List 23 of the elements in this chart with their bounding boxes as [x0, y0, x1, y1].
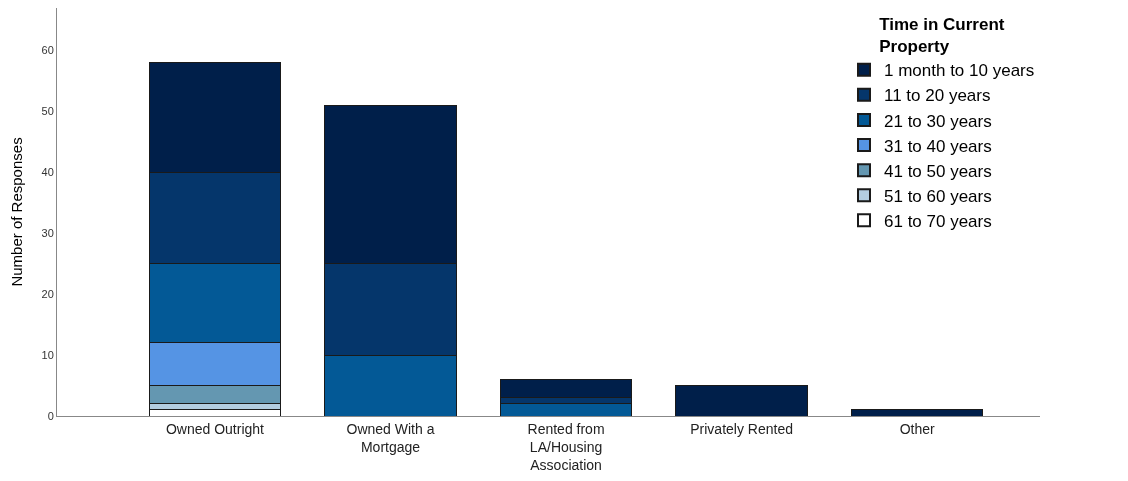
legend-title: Time in Current Property — [879, 15, 1005, 57]
y-tick-label: 40 — [41, 166, 54, 179]
y-tick-label: 20 — [41, 288, 54, 301]
legend-label: 61 to 70 years — [884, 211, 992, 231]
y-tick-label: 50 — [41, 105, 54, 118]
legend-label: 11 to 20 years — [884, 86, 991, 106]
x-tick-label: Other — [899, 420, 935, 437]
y-axis-title: Number of Responses — [7, 137, 25, 287]
bar — [850, 409, 984, 416]
legend-label: 31 to 40 years — [884, 136, 992, 156]
y-tick-label: 0 — [47, 409, 54, 422]
legend-label: 21 to 30 years — [884, 111, 992, 131]
x-tick-label: Owned Outright — [165, 420, 265, 437]
x-tick-label: Rented from LA/Housing Association — [527, 420, 605, 474]
legend-label: 51 to 60 years — [884, 186, 992, 206]
y-tick-label: 10 — [41, 348, 54, 361]
bar — [675, 385, 808, 416]
y-tick-label: 60 — [41, 44, 54, 57]
legend-label: 1 month to 10 years — [884, 61, 1035, 81]
x-tick-label: Privately Rented — [690, 420, 793, 437]
y-tick-label: 30 — [41, 227, 54, 240]
x-tick-label: Owned With a Mortgage — [346, 420, 435, 455]
legend-label: 41 to 50 years — [884, 161, 992, 181]
